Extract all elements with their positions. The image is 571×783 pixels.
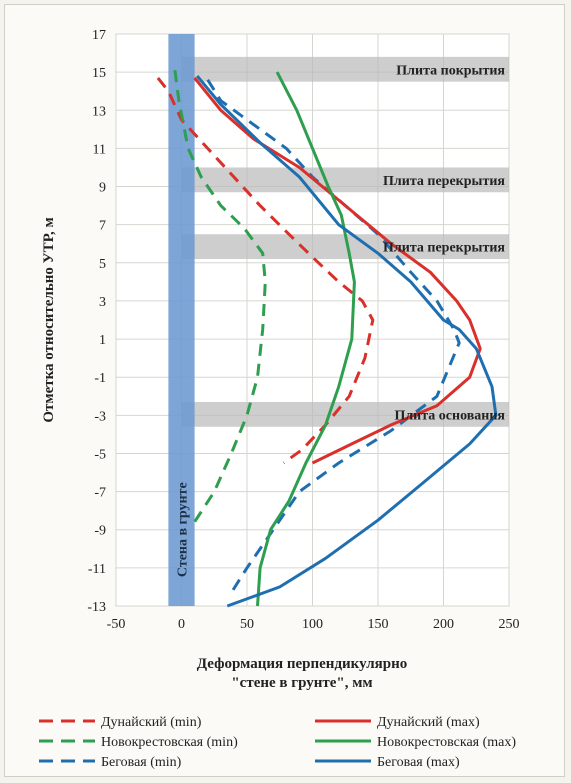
series-lines <box>156 70 498 608</box>
series-line <box>156 76 375 465</box>
y-tick-label: 13 <box>92 104 106 119</box>
y-tick-label: 3 <box>99 295 106 310</box>
y-tick-label: -3 <box>94 409 106 424</box>
y-tick-label: -9 <box>94 524 106 539</box>
legend-label: Новокрестовская (min) <box>101 735 238 750</box>
y-tick-label: -13 <box>87 600 106 615</box>
slab-label: Плита покрытия <box>396 63 505 78</box>
x-axis-title-line1: Деформация перпендикулярно <box>197 656 408 672</box>
x-tick-label: 50 <box>240 617 254 632</box>
legend-label: Новокрестовская (max) <box>377 735 516 750</box>
slab-bands <box>181 56 509 427</box>
x-tick-label: -50 <box>107 617 126 632</box>
x-tick-label: 200 <box>433 617 454 632</box>
slab-label: Плита перекрытия <box>383 241 505 256</box>
y-tick-label: 1 <box>99 333 106 348</box>
y-tick-label: 5 <box>99 257 106 272</box>
legend-label: Беговая (min) <box>101 755 182 770</box>
x-tick-label: 250 <box>499 617 520 632</box>
series-line <box>206 79 461 594</box>
y-tick-label: 9 <box>99 181 106 196</box>
slab-label: Плита основания <box>394 408 505 423</box>
y-tick-label: 17 <box>92 28 106 43</box>
x-tick-label: 100 <box>302 617 323 632</box>
y-tick-label: 15 <box>92 66 106 81</box>
slab-band <box>181 401 509 427</box>
y-tick-label: -7 <box>94 486 106 501</box>
wall-label: Стена в грунте <box>176 482 191 577</box>
x-tick-labels: -50 0 50 100 150 200 250 <box>107 617 520 632</box>
slab-label: Плита перекрытия <box>383 174 505 189</box>
y-tick-label: -1 <box>94 371 106 386</box>
y-tick-label: 11 <box>93 142 106 157</box>
y-tick-label: 7 <box>99 219 106 234</box>
y-axis-title: Отметка относительно УТР, м <box>41 217 57 422</box>
legend: Дунайский (min) Дунайский (max) Новокресто… <box>39 715 516 770</box>
y-tick-label: -5 <box>94 447 106 462</box>
y-tick-labels: 17 15 13 11 9 7 5 3 1 -1 -3 -5 -7 -9 -11 -13 <box>87 28 106 615</box>
slab-band <box>181 56 509 82</box>
x-tick-label: 150 <box>368 617 389 632</box>
y-tick-label: -11 <box>88 562 106 577</box>
legend-label: Беговая (max) <box>377 755 460 770</box>
legend-label: Дунайский (min) <box>101 715 202 730</box>
series-line <box>256 71 356 607</box>
chart-frame: Стена в грунте Плита покрытия Плита перек… <box>4 4 565 777</box>
x-axis-title-line2: "стене в грунте", мм <box>231 675 372 691</box>
chart-svg: Стена в грунте Плита покрытия Плита перек… <box>39 28 520 770</box>
x-tick-label: 0 <box>178 617 185 632</box>
slab-labels: Плита покрытия Плита перекрытия Плита пере… <box>383 63 505 423</box>
series-line <box>196 74 498 608</box>
legend-label: Дунайский (max) <box>377 715 480 730</box>
series-line <box>173 70 267 527</box>
